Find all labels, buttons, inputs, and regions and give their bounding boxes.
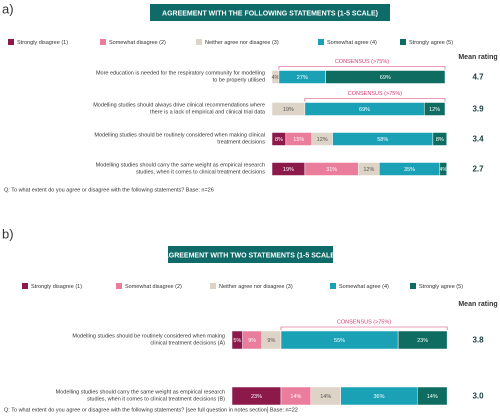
- chart-title: AGREEMENT WITH TWO STATEMENTS (1-5 SCALE…: [164, 252, 338, 259]
- legend-label: Somewhat disagree (2): [109, 40, 166, 46]
- segment-label: 69%: [380, 75, 391, 81]
- legend-swatch: [318, 39, 324, 45]
- segment-label: 14%: [427, 394, 438, 400]
- segment-label: 8%: [275, 137, 283, 143]
- legend-swatch: [330, 283, 336, 289]
- bar-segment: [439, 162, 447, 176]
- segment-label: 12%: [317, 137, 328, 143]
- segment-label: 14%: [320, 394, 331, 400]
- mean-value: 3.0: [472, 392, 484, 401]
- legend-label: Strongly agree (5): [409, 40, 453, 46]
- panel-label: b): [2, 226, 14, 241]
- row-label: More education is needed for the respira…: [96, 71, 265, 84]
- panel-label: a): [2, 1, 14, 16]
- mean-value: 3.4: [472, 135, 484, 144]
- row-label: Modelling studies should always drive cl…: [93, 103, 266, 116]
- row-label: Modelling studies should carry the same …: [96, 163, 266, 176]
- legend-label: Neither agree nor disagree (3): [219, 284, 293, 290]
- legend-label: Somewhat agree (4): [339, 284, 389, 290]
- legend-swatch: [22, 283, 28, 289]
- mean-value: 3.8: [472, 336, 484, 345]
- bar-segment: [397, 330, 448, 350]
- legend-label: Strongly disagree (1): [17, 40, 68, 46]
- mean-title: Mean rating: [458, 301, 497, 308]
- segment-label: 55%: [334, 338, 345, 344]
- consensus-label: CONSENSUS (>75%): [335, 59, 389, 65]
- row-label: Modelling studies should be routinely co…: [72, 334, 225, 347]
- segment-label: 12%: [429, 107, 440, 113]
- segment-label: 27%: [297, 75, 308, 81]
- legend-swatch: [400, 39, 406, 45]
- footnote: Q: To what extent do you agree or disagr…: [4, 407, 298, 413]
- consensus-label: CONSENSUS (>75%): [337, 319, 391, 325]
- legend-label: Neither agree nor disagree (3): [205, 40, 279, 46]
- segment-label: 9%: [248, 338, 256, 344]
- consensus-bracket: [304, 98, 446, 102]
- row-label: Modelling studies should carry the same …: [56, 390, 226, 403]
- segment-label: 9%: [267, 338, 275, 344]
- legend-swatch: [8, 39, 14, 45]
- segment-label: 19%: [283, 107, 294, 113]
- segment-label: 8%: [436, 137, 444, 143]
- legend-swatch: [116, 283, 122, 289]
- mean-title: Mean rating: [458, 54, 497, 61]
- legend-swatch: [410, 283, 416, 289]
- bar-segment: [417, 386, 448, 406]
- bar-segment: [432, 132, 447, 146]
- legend-swatch: [210, 283, 216, 289]
- legend-label: Somewhat disagree (2): [125, 284, 182, 290]
- segment-label: 58%: [377, 137, 388, 143]
- legend-swatch: [196, 39, 202, 45]
- legend-label: Somewhat agree (4): [327, 40, 377, 46]
- row-label: Modelling studies should be routinely co…: [94, 133, 265, 146]
- mean-value: 2.7: [472, 165, 484, 174]
- title-banner: [150, 4, 390, 21]
- chart-title: AGREEMENT WITH THE FOLLOWING STATEMENTS …: [162, 10, 378, 17]
- segment-label: 4%: [439, 167, 447, 173]
- segment-label: 15%: [293, 137, 304, 143]
- legend-label: Strongly disagree (1): [31, 284, 82, 290]
- segment-label: 31%: [326, 167, 337, 173]
- segment-label: 69%: [359, 107, 370, 113]
- consensus-bracket: [280, 326, 448, 330]
- segment-label: 35%: [404, 167, 415, 173]
- consensus-label: CONSENSUS (>75%): [348, 91, 402, 97]
- segment-label: 12%: [363, 167, 374, 173]
- segment-label: 4%: [271, 75, 279, 81]
- legend-label: Strongly agree (5): [419, 284, 463, 290]
- consensus-bracket: [278, 66, 446, 70]
- segment-label: 14%: [290, 394, 301, 400]
- bar-segment: [325, 70, 446, 84]
- title-banner: [168, 246, 333, 263]
- segment-label: 36%: [373, 394, 384, 400]
- segment-label: 19%: [283, 167, 294, 173]
- mean-value: 4.7: [472, 73, 484, 82]
- legend-swatch: [100, 39, 106, 45]
- bar-segment: [423, 102, 446, 116]
- segment-label: 5%: [233, 338, 241, 344]
- footnote: Q: To what extent do you agree or disagr…: [4, 187, 214, 193]
- segment-label: 23%: [251, 394, 262, 400]
- segment-label: 23%: [417, 338, 428, 344]
- mean-value: 3.9: [472, 105, 484, 114]
